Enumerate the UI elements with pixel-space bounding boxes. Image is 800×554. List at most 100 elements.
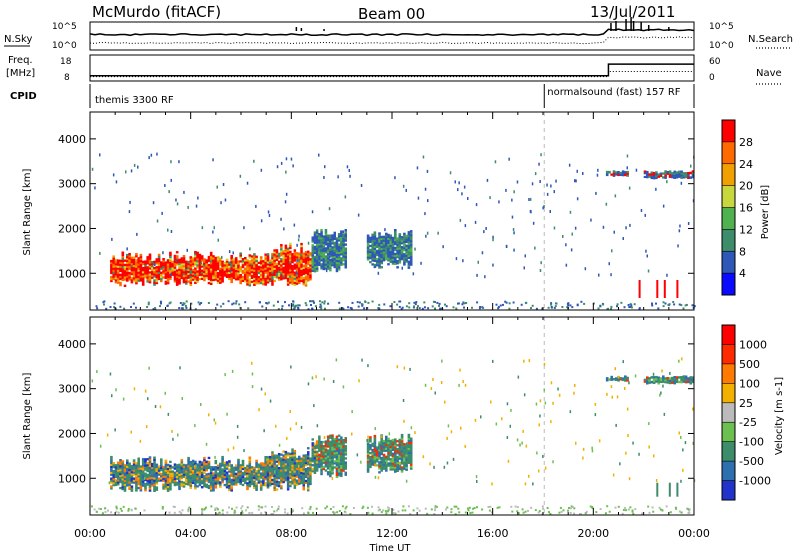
data-cell [291,448,294,451]
data-cell [275,460,279,463]
data-cell [302,454,305,457]
data-cell [185,466,188,469]
data-cell [621,174,625,177]
data-cell [342,253,345,256]
data-cell [315,446,319,449]
ground-scatter-point [436,301,439,304]
data-cell [137,457,140,460]
ground-scatter-point [245,509,247,512]
data-cell [230,472,233,475]
data-cell [389,468,393,471]
data-cell [132,262,136,266]
data-cell [335,265,339,269]
ground-scatter-point [412,306,415,309]
data-cell [207,472,211,476]
ground-scatter-point [610,305,613,308]
data-cell [302,484,305,487]
data-cell [246,275,249,278]
ground-scatter-point [426,512,429,515]
data-cell [333,456,336,459]
data-cell [196,255,199,259]
scatter-point [410,426,413,430]
data-cell [216,262,220,265]
data-cell [385,455,388,458]
data-cell [280,268,283,271]
data-cell [273,251,276,254]
data-cell [371,253,374,256]
data-cell [335,451,339,454]
scatter-point [183,190,185,194]
colorbar-segment [722,207,735,230]
data-cell [275,476,279,479]
ground-scatter-point [246,506,249,509]
data-cell [322,447,325,450]
data-cell [221,468,224,471]
data-cell [615,171,618,174]
data-cell [157,265,161,269]
data-cell [248,456,252,459]
scatter-point [300,253,302,257]
data-cell [200,467,204,470]
data-cell [318,249,321,252]
ground-scatter-point [147,303,150,306]
data-cell [329,242,332,245]
data-cell [130,471,134,474]
data-cell [275,274,279,277]
data-cell [382,245,386,248]
data-cell [291,480,294,483]
ground-scatter-point [332,506,335,508]
data-cell [169,460,172,463]
data-cell [378,238,381,241]
data-cell [194,481,197,484]
ground-scatter-point [221,509,224,512]
data-cell [137,467,140,470]
data-cell [191,463,195,466]
data-cell [333,441,336,445]
data-cell [271,482,274,485]
data-cell [234,278,238,281]
data-cell [663,280,666,298]
data-cell [248,272,252,275]
data-cell [234,481,238,484]
data-cell [110,459,113,463]
data-cell [155,476,159,479]
scatter-point [553,226,556,230]
data-cell [116,471,120,474]
data-cell [389,256,393,259]
data-cell [291,270,294,274]
data-cell [132,270,136,274]
data-cell [311,456,314,459]
data-cell [298,476,301,479]
data-cell [326,253,330,256]
data-cell [250,274,254,277]
data-cell [214,264,218,267]
data-cell [340,452,343,455]
data-cell [326,257,330,260]
data-cell [307,471,310,474]
data-cell [407,248,411,252]
data-cell [178,276,181,279]
data-cell [409,441,413,444]
data-cell [282,262,285,265]
data-cell [123,489,127,492]
data-cell [244,280,247,283]
data-cell [246,267,249,270]
data-cell [275,466,279,469]
data-cell [284,244,288,247]
scatter-point [458,383,460,387]
ground-scatter-point [190,302,193,305]
data-cell [114,279,118,282]
ground-scatter-point [662,301,665,304]
data-cell [135,470,138,473]
data-cell [164,481,168,484]
scatter-point [222,183,225,186]
ground-scatter-point [257,508,260,511]
data-cell [324,456,328,460]
ground-scatter-point [616,303,619,306]
data-cell [646,382,649,385]
data-cell [264,478,267,481]
data-cell [151,472,154,475]
data-cell [344,463,347,466]
data-cell [382,253,386,256]
data-cell [255,484,258,487]
